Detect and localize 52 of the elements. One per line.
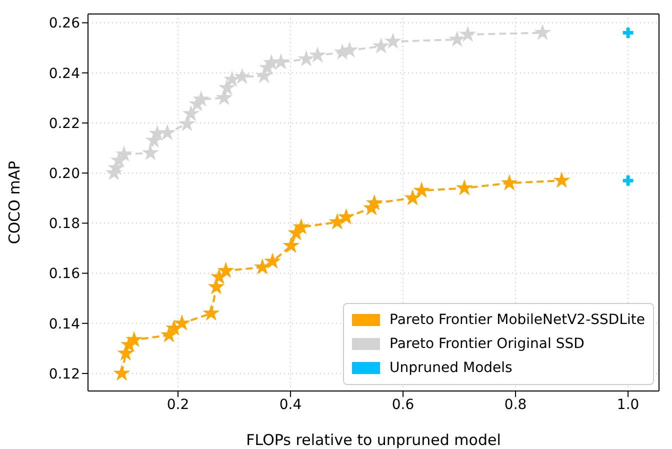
point [173, 314, 190, 331]
x-tick-label: 1.0 [616, 396, 640, 413]
point [372, 37, 390, 54]
point [202, 304, 220, 321]
point [404, 189, 422, 206]
point [192, 90, 210, 107]
legend-label: Unpruned Models [390, 359, 512, 378]
point [534, 24, 552, 40]
point [500, 174, 518, 190]
y-tick-label: 0.18 [48, 216, 80, 232]
point [384, 32, 402, 49]
point [292, 218, 310, 234]
legend-label: Pareto Frontier MobileNetV2-SSDLite [390, 311, 645, 330]
y-axis-title: COCO mAP [5, 160, 24, 244]
x-axis-title: FLOPs relative to unpruned model [246, 431, 501, 449]
y-tick-label: 0.26 [48, 16, 80, 32]
x-tick-label: 0.6 [392, 396, 414, 413]
point [115, 145, 133, 162]
y-tick-label: 0.12 [48, 366, 80, 382]
x-tick-label: 0.4 [279, 396, 302, 413]
point [622, 28, 634, 38]
point [142, 144, 159, 160]
point [178, 115, 196, 132]
y-tick-label: 0.20 [48, 166, 80, 182]
point [113, 364, 130, 381]
point [272, 53, 290, 70]
point [126, 330, 143, 348]
point [234, 68, 251, 84]
point [182, 104, 200, 122]
y-tick-label: 0.24 [48, 66, 80, 82]
point [309, 46, 326, 63]
x-tick-label: 0.2 [166, 396, 190, 413]
point [456, 179, 473, 196]
point [282, 236, 300, 253]
point [254, 258, 271, 274]
point [264, 252, 282, 269]
point [218, 78, 236, 96]
y-tick-label: 0.16 [48, 266, 80, 282]
point [338, 208, 355, 224]
point [158, 124, 176, 140]
point [413, 182, 430, 198]
y-tick-label: 0.14 [48, 316, 80, 332]
legend-label: Pareto Frontier Original SSD [390, 335, 584, 354]
point [366, 194, 383, 210]
point [448, 30, 466, 47]
point [459, 26, 476, 42]
point [217, 262, 234, 278]
point [553, 172, 570, 188]
point [622, 175, 634, 186]
y-tick-label: 0.22 [48, 116, 80, 132]
point [298, 50, 315, 66]
x-tick-label: 0.8 [504, 396, 527, 413]
